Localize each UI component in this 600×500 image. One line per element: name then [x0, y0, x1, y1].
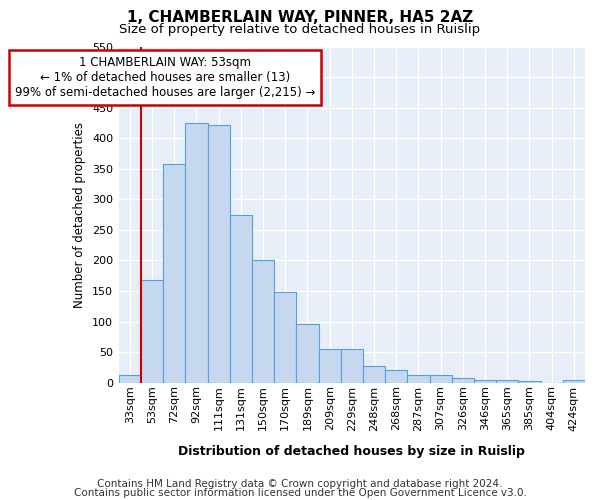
- Bar: [296, 324, 319, 382]
- Bar: [341, 349, 363, 382]
- Bar: [141, 280, 163, 382]
- Bar: [208, 124, 230, 382]
- Bar: [563, 380, 585, 382]
- Bar: [230, 214, 252, 382]
- Bar: [163, 164, 185, 382]
- Y-axis label: Number of detached properties: Number of detached properties: [73, 122, 86, 308]
- Bar: [496, 380, 518, 382]
- Bar: [385, 370, 407, 382]
- Text: Size of property relative to detached houses in Ruislip: Size of property relative to detached ho…: [119, 22, 481, 36]
- Text: 1, CHAMBERLAIN WAY, PINNER, HA5 2AZ: 1, CHAMBERLAIN WAY, PINNER, HA5 2AZ: [127, 10, 473, 25]
- Bar: [319, 349, 341, 382]
- Bar: [274, 292, 296, 382]
- Bar: [452, 378, 474, 382]
- Bar: [252, 260, 274, 382]
- Text: 1 CHAMBERLAIN WAY: 53sqm
← 1% of detached houses are smaller (13)
99% of semi-de: 1 CHAMBERLAIN WAY: 53sqm ← 1% of detache…: [15, 56, 316, 98]
- Bar: [185, 123, 208, 382]
- X-axis label: Distribution of detached houses by size in Ruislip: Distribution of detached houses by size …: [178, 444, 525, 458]
- Text: Contains public sector information licensed under the Open Government Licence v3: Contains public sector information licen…: [74, 488, 526, 498]
- Bar: [363, 366, 385, 382]
- Text: Contains HM Land Registry data © Crown copyright and database right 2024.: Contains HM Land Registry data © Crown c…: [97, 479, 503, 489]
- Bar: [407, 375, 430, 382]
- Bar: [119, 375, 141, 382]
- Bar: [474, 380, 496, 382]
- Bar: [430, 375, 452, 382]
